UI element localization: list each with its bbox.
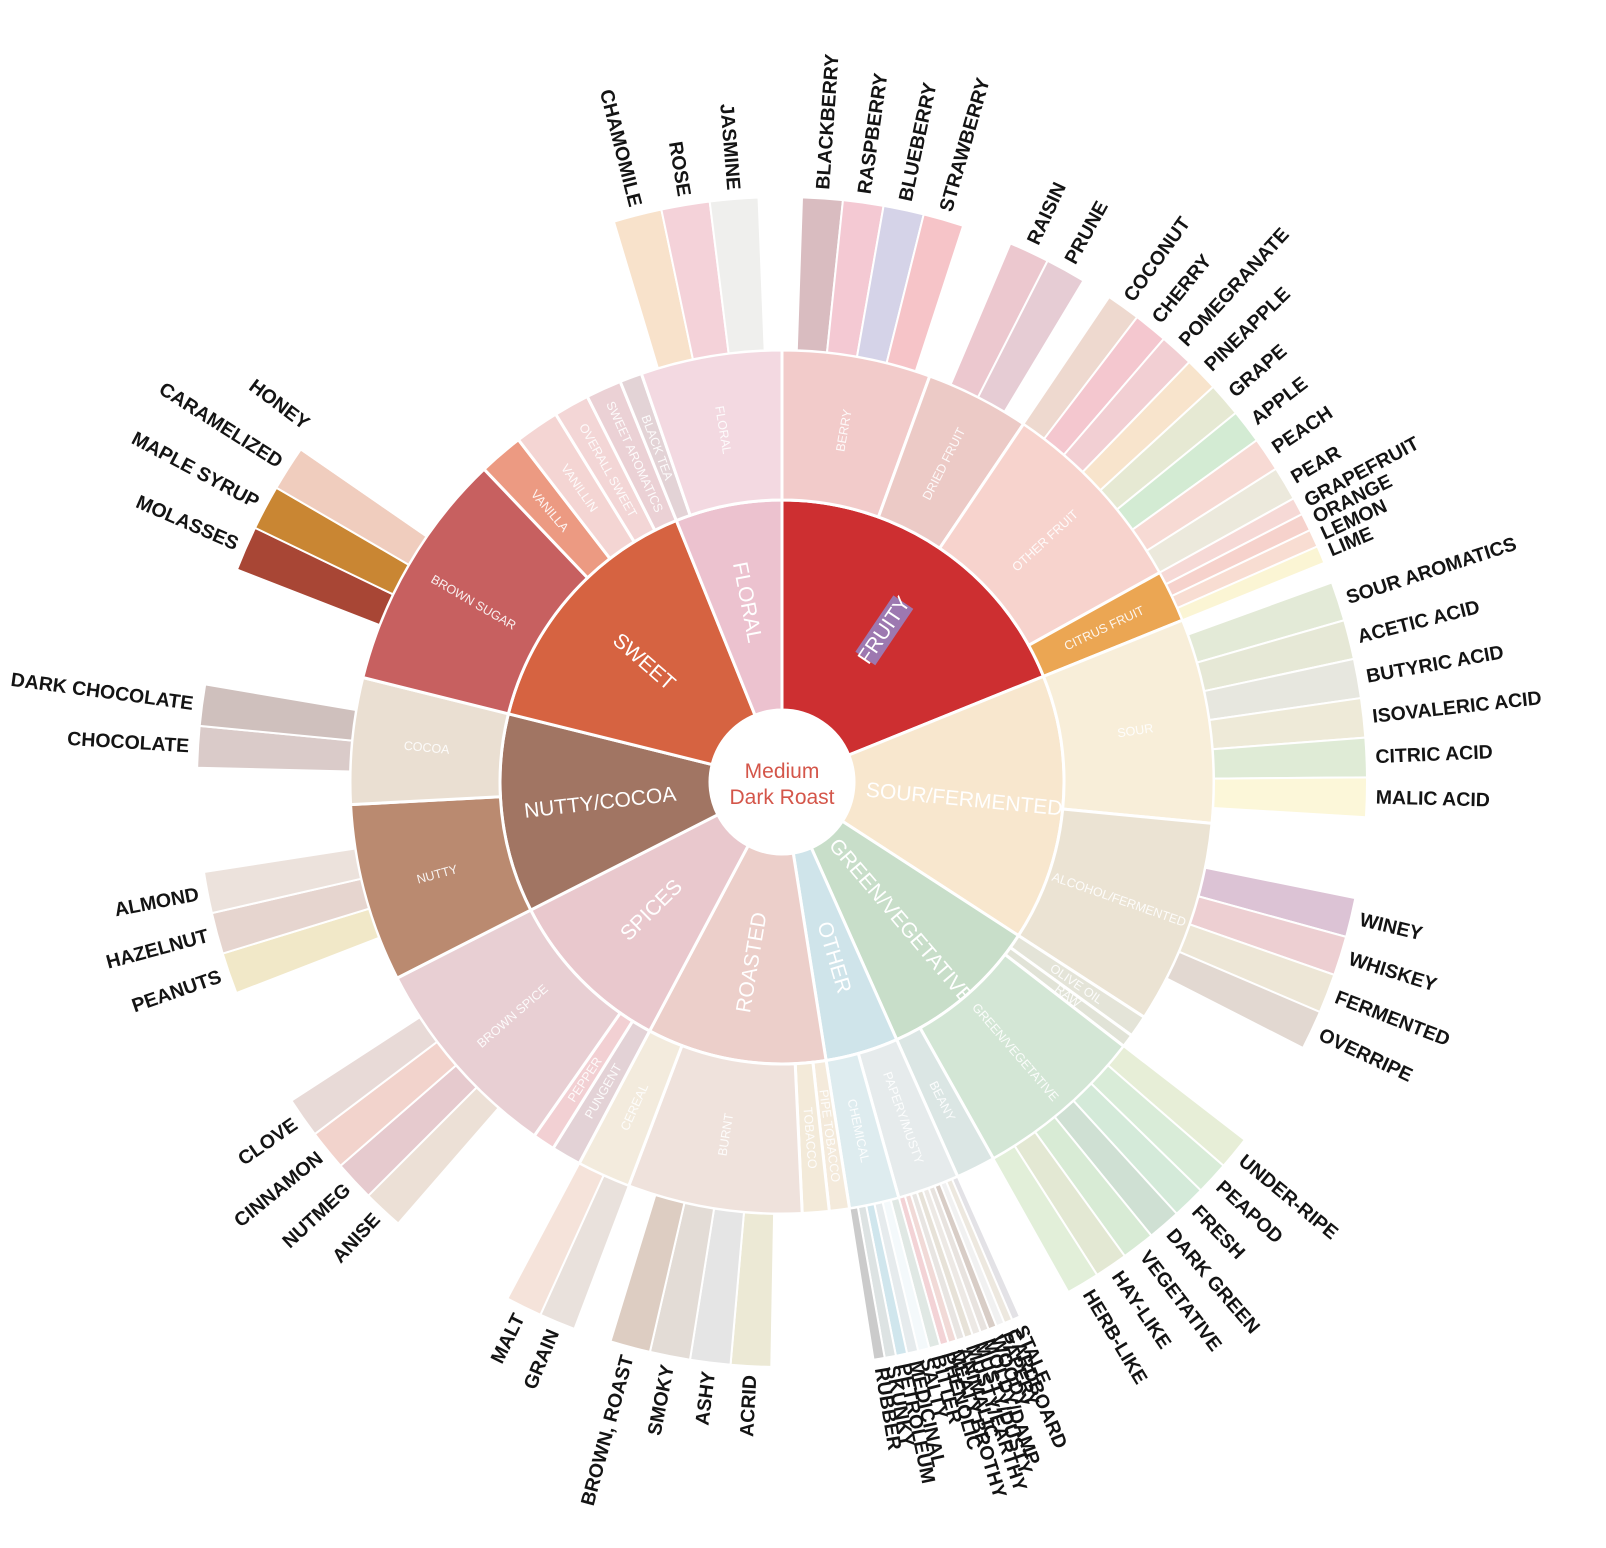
descriptor-label-ashy: ASHY: [692, 1370, 720, 1426]
descriptor-label-rose: ROSE: [664, 140, 695, 198]
center-circle: [710, 710, 854, 854]
descriptor-segment-overripe[interactable]: [1165, 950, 1322, 1050]
descriptor-label-isovaleric-acid: ISOVALERIC ACID: [1371, 687, 1542, 728]
descriptor-segment-malt[interactable]: [506, 1162, 605, 1317]
descriptor-label-honey: HONEY: [245, 375, 314, 434]
descriptor-label-blueberry: BLUEBERRY: [895, 81, 942, 204]
descriptor-segment-almond[interactable]: [202, 847, 363, 915]
descriptor-segment-prune[interactable]: [976, 259, 1085, 414]
descriptor-label-hazelnut: HAZELNUT: [104, 925, 211, 973]
descriptor-segment-lime[interactable]: [1176, 545, 1326, 622]
descriptor-segment-rubber[interactable]: [848, 1206, 886, 1361]
descriptor-label-molasses: MOLASSES: [133, 491, 242, 555]
descriptor-label-jasmine: JASMINE: [715, 103, 744, 191]
descriptor-label-dark-chocolate: DARK CHOCOLATE: [10, 669, 195, 715]
descriptor-segment-jasmine[interactable]: [708, 196, 766, 355]
descriptor-label-strawberry: STRAWBERRY: [935, 75, 994, 214]
descriptor-segment-brown-roast[interactable]: [609, 1193, 686, 1354]
subcategory-label-burnt: BURNT: [716, 1112, 737, 1157]
category-ring: FRUITYSOUR/FERMENTEDGREEN/VEGETATIVEOTHE…: [498, 498, 1066, 1066]
center-hub: Medium Dark Roast: [710, 710, 854, 854]
descriptor-label-almond: ALMOND: [113, 884, 201, 922]
descriptor-label-smoky: SMOKY: [644, 1363, 679, 1437]
descriptor-label-malic-acid: MALIC ACID: [1376, 787, 1491, 812]
descriptor-label-whiskey: WHISKEY: [1346, 948, 1439, 996]
descriptor-label-raspberry: RASPBERRY: [854, 72, 893, 196]
category-highlight: [855, 595, 914, 666]
descriptor-ring: [196, 196, 1368, 1368]
descriptor-label-prune: PRUNE: [1060, 197, 1112, 267]
descriptor-label-brown-roast: BROWN, ROAST: [577, 1353, 638, 1508]
subcategory-label-tobacco: TOBACCO: [801, 1107, 820, 1170]
descriptor-segment-malic-acid[interactable]: [1212, 776, 1368, 819]
center-line-1: Medium: [745, 760, 820, 783]
descriptor-label-butyric-acid: BUTYRIC ACID: [1365, 641, 1506, 687]
descriptor-label-winey: WINEY: [1357, 909, 1424, 945]
descriptor-label-blackberry: BLACKBERRY: [812, 53, 843, 190]
descriptor-label-chocolate: CHOCOLATE: [67, 728, 190, 757]
descriptor-label-clove: CLOVE: [234, 1114, 302, 1171]
descriptor-label-acrid: ACRID: [736, 1375, 761, 1438]
descriptor-label-raisin: RAISIN: [1023, 179, 1071, 248]
descriptor-label-malt: MALT: [487, 1310, 530, 1367]
descriptor-label-chamomile: CHAMOMILE: [595, 87, 646, 209]
descriptor-segment-dark-chocolate[interactable]: [198, 683, 358, 742]
descriptor-segment-strawberry[interactable]: [885, 213, 965, 373]
descriptor-label-citric-acid: CITRIC ACID: [1375, 741, 1493, 768]
descriptor-label-acetic-acid: ACETIC ACID: [1355, 596, 1482, 648]
center-line-2: Dark Roast: [729, 786, 834, 809]
descriptor-segment-honey[interactable]: [299, 411, 449, 538]
subcategory-label-cocoa: COCOA: [403, 739, 451, 757]
descriptor-segment-clove[interactable]: [289, 1015, 439, 1136]
descriptor-label-peanuts: PEANUTS: [129, 966, 224, 1017]
descriptor-label-anise: ANISE: [328, 1209, 385, 1268]
subcategory-label-sour: SOUR: [1116, 721, 1154, 740]
descriptor-segment-herb-like[interactable]: [992, 1144, 1099, 1294]
descriptor-label-grain: GRAIN: [520, 1326, 564, 1392]
